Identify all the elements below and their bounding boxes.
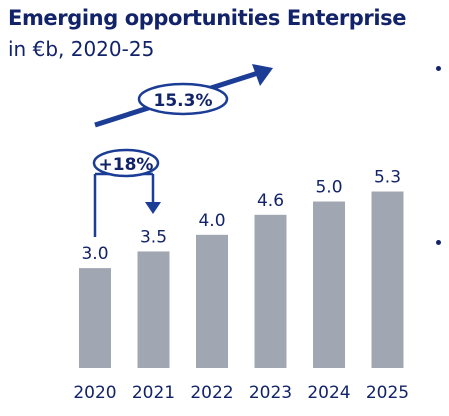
- growth-label: +18%: [99, 155, 154, 175]
- x-tick-label-2022: 2022: [190, 383, 233, 403]
- growth-arrowhead-icon: [145, 202, 161, 214]
- x-tick-label-2023: 2023: [249, 383, 292, 403]
- bar-2024: [313, 201, 345, 368]
- bar-2021: [137, 251, 170, 368]
- x-tick-label-2024: 2024: [307, 383, 350, 403]
- growth-badge: [92, 148, 160, 178]
- cagr-badge: [137, 82, 229, 116]
- bar-2020: [79, 268, 111, 368]
- value-label-2025: 5.3: [374, 168, 401, 188]
- bar-2023: [254, 214, 287, 368]
- x-tick-label-2021: 2021: [132, 383, 175, 403]
- bullet-icon: [436, 66, 441, 71]
- bar-2022: [196, 234, 228, 368]
- value-label-2020: 3.0: [81, 244, 108, 264]
- x-tick-label-2025: 2025: [366, 383, 409, 403]
- chart-title: Emerging opportunities Enterprise: [8, 6, 407, 30]
- value-label-2024: 5.0: [315, 178, 342, 198]
- value-label-2023: 4.6: [257, 191, 284, 211]
- cagr-label: 15.3%: [154, 91, 213, 111]
- cagr-arrowhead-icon: [252, 64, 273, 86]
- bar-2025: [371, 191, 404, 368]
- bullet-icon: [436, 240, 441, 245]
- value-label-2022: 4.0: [198, 211, 225, 231]
- x-tick-label-2020: 2020: [73, 383, 116, 403]
- chart-subtitle: in €b, 2020-25: [8, 37, 155, 61]
- value-label-2021: 3.5: [140, 227, 167, 247]
